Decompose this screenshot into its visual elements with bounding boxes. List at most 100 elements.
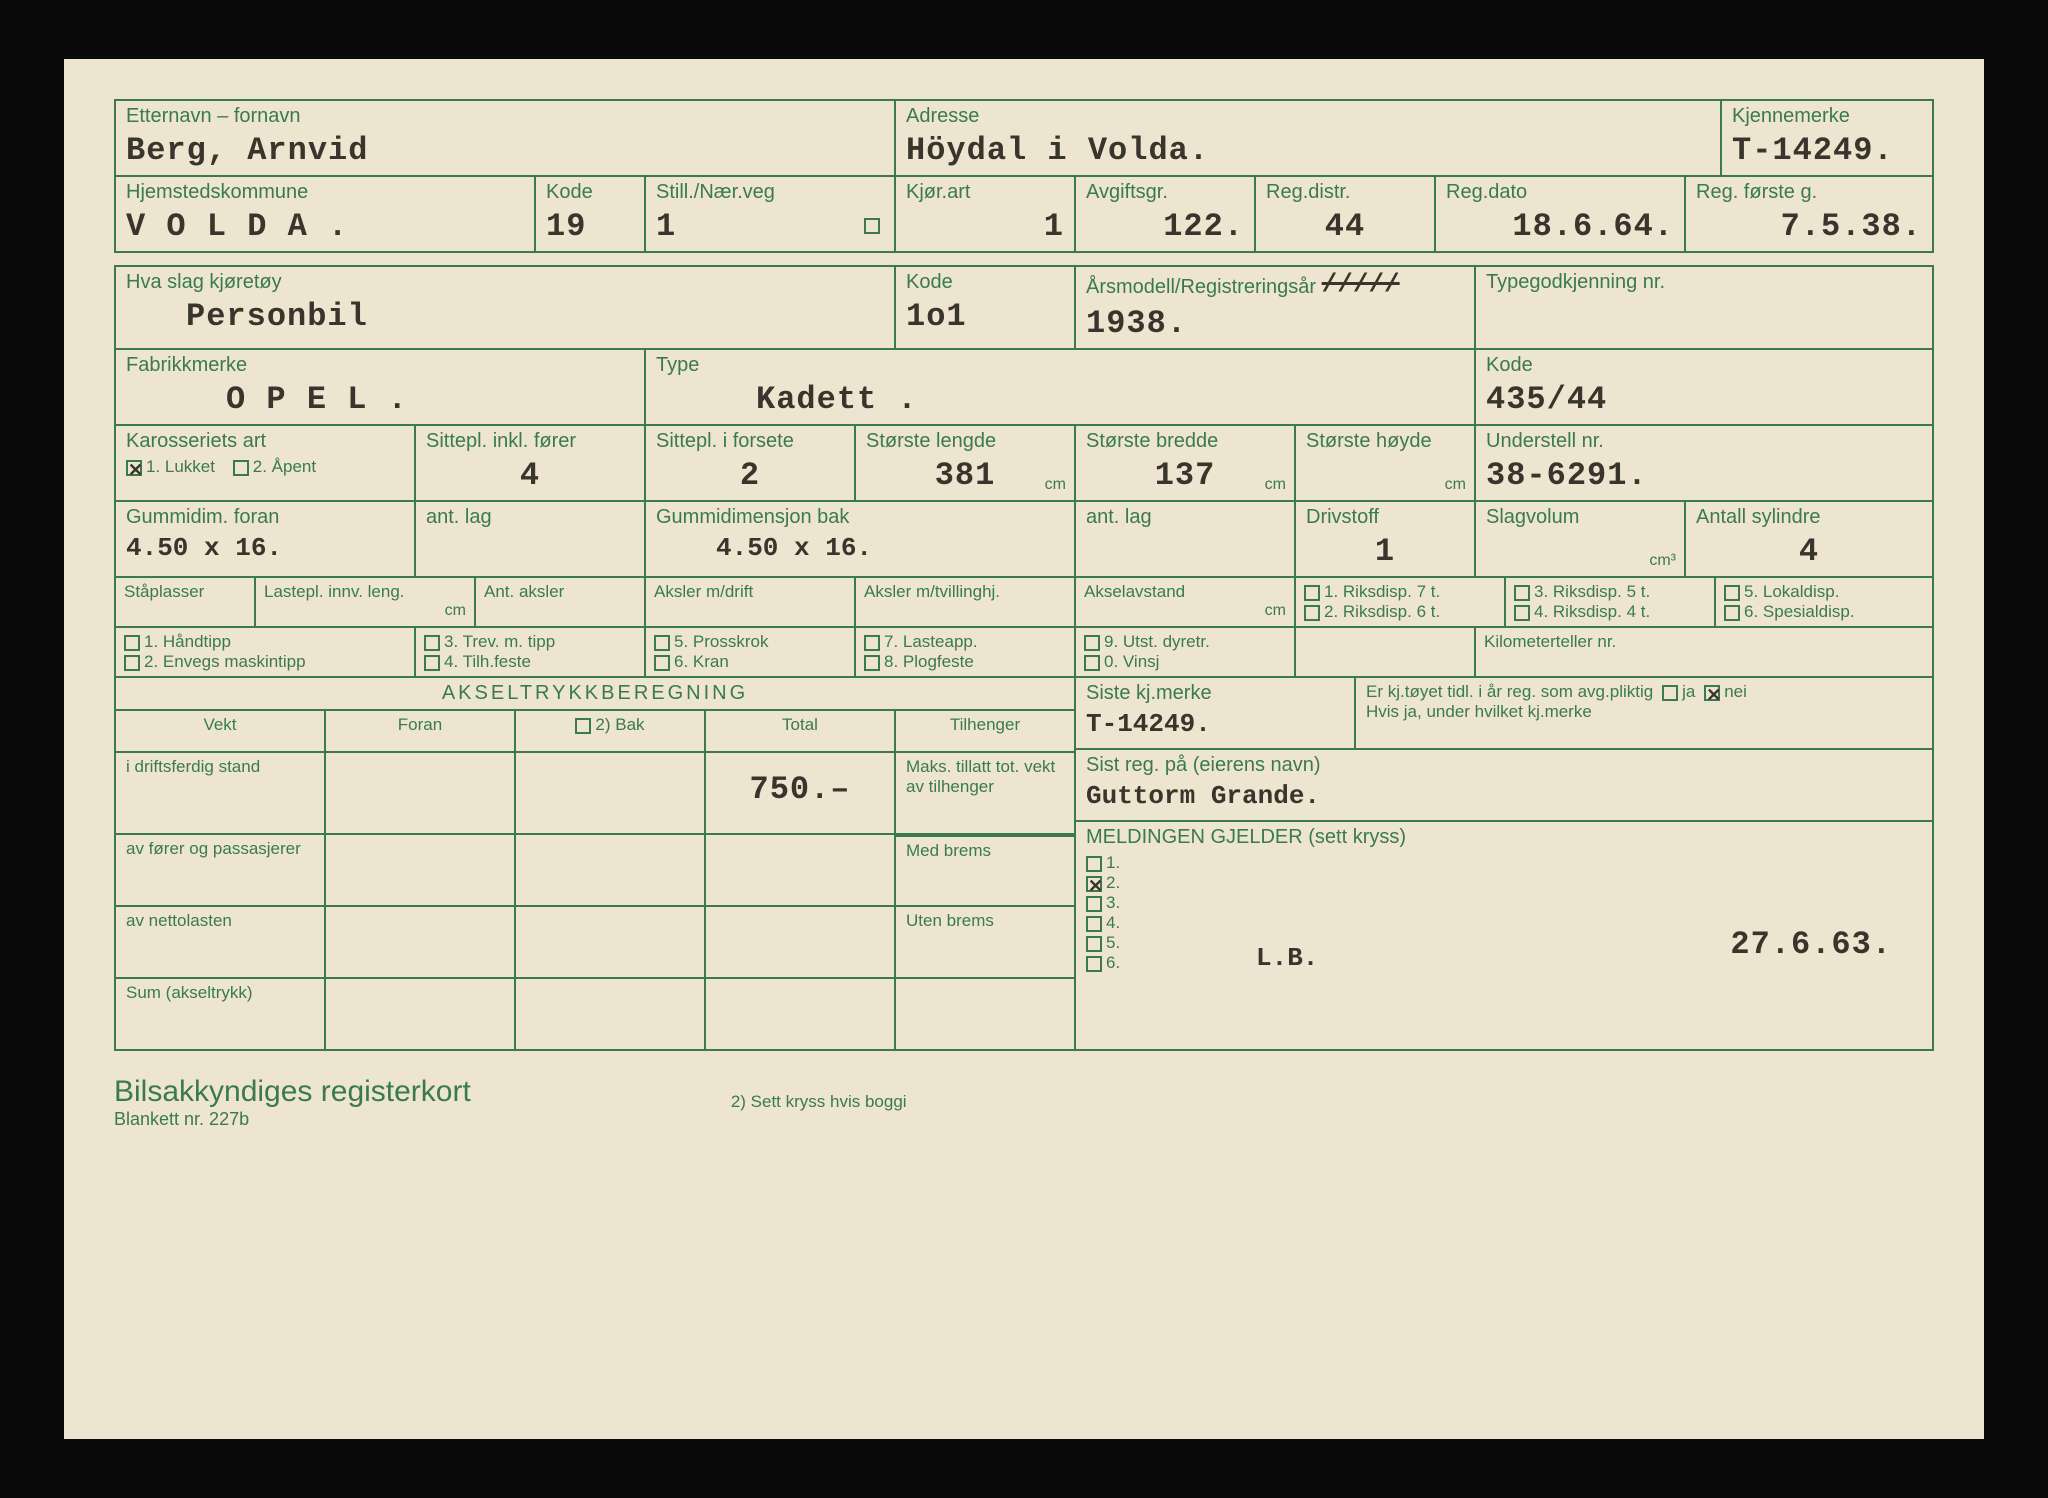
cb-e0[interactable] xyxy=(1084,655,1100,671)
label-regdistr: Reg.distr. xyxy=(1266,181,1424,204)
checkbox-apent[interactable] xyxy=(233,460,249,476)
label-km: Kilometerteller nr. xyxy=(1484,632,1616,651)
unit-cm3: cm xyxy=(1445,476,1466,494)
cb-disp1[interactable] xyxy=(1304,585,1320,601)
label-kjennemerke: Kjennemerke xyxy=(1732,105,1922,128)
date-stamp: 27.6.63. xyxy=(1730,926,1892,963)
label-bredde: Største bredde xyxy=(1086,430,1284,453)
label-adresse: Adresse xyxy=(906,105,1710,128)
r2: av fører og passasjerer xyxy=(126,839,301,858)
section-vehicle: Hva slag kjøretøy Personbil Kode 1o1 Års… xyxy=(114,265,1934,1051)
cb-e8[interactable] xyxy=(864,655,880,671)
label-kode2: Kode xyxy=(1486,354,1922,377)
label-type: Type xyxy=(656,354,1464,377)
label-understell: Understell nr. xyxy=(1486,430,1922,453)
e6: 6. Kran xyxy=(674,652,729,671)
value-fabrikkmerke: O P E L . xyxy=(126,381,408,418)
cb-e6[interactable] xyxy=(654,655,670,671)
cb-e7[interactable] xyxy=(864,635,880,651)
r1: i driftsferdig stand xyxy=(126,757,260,776)
e9: 9. Utst. dyretr. xyxy=(1104,632,1210,651)
cb-disp2[interactable] xyxy=(1304,605,1320,621)
cb-disp4[interactable] xyxy=(1514,605,1530,621)
label-kode: Kode xyxy=(546,181,634,204)
cb-m2[interactable] xyxy=(1086,876,1102,892)
m6: 6. xyxy=(1106,953,1120,972)
tilh1: Maks. tillatt tot. vekt av tilhenger xyxy=(906,757,1055,796)
cb-bak[interactable] xyxy=(575,718,591,734)
e2: 2. Envegs maskintipp xyxy=(144,652,306,671)
label-regforste: Reg. første g. xyxy=(1696,181,1922,204)
axle-calc-block: AKSELTRYKKBEREGNING Vekt Foran 2) Bak To… xyxy=(116,678,1076,1049)
value-arsmodell: 1938. xyxy=(1086,305,1187,342)
label-arsmodell: Årsmodell/Registreringsår ///// xyxy=(1086,271,1464,301)
unit-cm1: cm xyxy=(1045,476,1066,494)
m4: 4. xyxy=(1106,913,1120,932)
cb-disp5[interactable] xyxy=(1724,585,1740,601)
label-staplasser: Ståplasser xyxy=(124,582,204,601)
col-bak: 2) Bak xyxy=(595,715,644,734)
cb-m5[interactable] xyxy=(1086,936,1102,952)
cb-nei[interactable] xyxy=(1704,685,1720,701)
col-vekt: Vekt xyxy=(203,715,236,734)
cb-disp3[interactable] xyxy=(1514,585,1530,601)
checkbox-still[interactable] xyxy=(864,218,880,234)
cb-e9[interactable] xyxy=(1084,635,1100,651)
label-antaksler: Ant. aksler xyxy=(484,582,564,601)
label-avgiftsgr: Avgiftsgr. xyxy=(1086,181,1244,204)
label-regdato: Reg.dato xyxy=(1446,181,1674,204)
value-gummi-bak: 4.50 x 16. xyxy=(656,533,872,563)
value-type: Kadett . xyxy=(656,381,918,418)
cb-m6[interactable] xyxy=(1086,956,1102,972)
unit-cm2: cm xyxy=(1265,476,1286,494)
cb-e2[interactable] xyxy=(124,655,140,671)
cb-disp6[interactable] xyxy=(1724,605,1740,621)
r3: av nettolasten xyxy=(126,911,232,930)
cb-m4[interactable] xyxy=(1086,916,1102,932)
m5: 5. xyxy=(1106,933,1120,952)
tilh3: Uten brems xyxy=(906,911,994,930)
initials: L.B. xyxy=(1256,943,1318,973)
value-still: 1 xyxy=(656,208,676,245)
value-sittepl-for: 2 xyxy=(656,457,844,494)
label-siste: Siste kj.merke xyxy=(1086,682,1344,705)
label-fabrikkmerke: Fabrikkmerke xyxy=(126,354,634,377)
cb-e3[interactable] xyxy=(424,635,440,651)
value-regdato: 18.6.64. xyxy=(1446,208,1674,245)
label-akselavstand: Akselavstand xyxy=(1084,582,1185,601)
m3: 3. xyxy=(1106,893,1120,912)
e0: 0. Vinsj xyxy=(1104,652,1159,671)
value-gummi-foran: 4.50 x 16. xyxy=(126,533,282,563)
ja: ja xyxy=(1682,682,1695,701)
value-lengde: 381 xyxy=(866,457,1064,494)
cb-e4[interactable] xyxy=(424,655,440,671)
e8: 8. Plogfeste xyxy=(884,652,974,671)
value-avgiftsgr: 122. xyxy=(1086,208,1244,245)
value-kode2: 435/44 xyxy=(1486,381,1607,418)
nei: nei xyxy=(1724,682,1747,701)
label-antlag2: ant. lag xyxy=(1086,506,1284,529)
cb-e1[interactable] xyxy=(124,635,140,651)
footer-note: 2) Sett kryss hvis boggi xyxy=(731,1092,907,1112)
col-foran: Foran xyxy=(398,715,442,734)
label-still: Still./Nær.veg xyxy=(656,181,884,204)
section-identity: Etternavn – fornavn Berg, Arnvid Adresse… xyxy=(114,99,1934,253)
axle-header: AKSELTRYKKBEREGNING xyxy=(116,678,1074,711)
label-karosseri: Karosseriets art xyxy=(126,430,404,453)
e3: 3. Trev. m. tipp xyxy=(444,632,555,651)
label-lengde: Største lengde xyxy=(866,430,1064,453)
checkbox-lukket[interactable] xyxy=(126,460,142,476)
e5: 5. Prosskrok xyxy=(674,632,768,651)
cb-m1[interactable] xyxy=(1086,856,1102,872)
label-slagvolum: Slagvolum xyxy=(1486,506,1674,529)
cb-e5[interactable] xyxy=(654,635,670,651)
label-antlag1: ant. lag xyxy=(426,506,634,529)
label-sistreg: Sist reg. på (eierens navn) xyxy=(1086,754,1922,777)
label-aksler-tvil: Aksler m/tvillinghj. xyxy=(864,582,1000,601)
e4: 4. Tilh.feste xyxy=(444,652,531,671)
cb-m3[interactable] xyxy=(1086,896,1102,912)
footer-title: Bilsakkyndiges registerkort xyxy=(114,1075,471,1109)
cb-ja[interactable] xyxy=(1662,685,1678,701)
unit-cm3v: cm³ xyxy=(1649,552,1676,570)
registration-card: Etternavn – fornavn Berg, Arnvid Adresse… xyxy=(64,59,1984,1439)
